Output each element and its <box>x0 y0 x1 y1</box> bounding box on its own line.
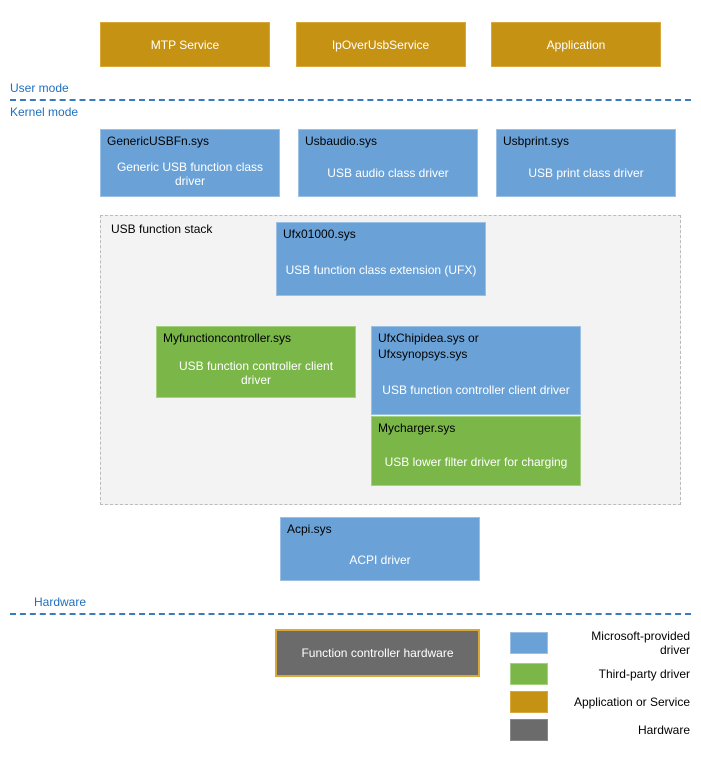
ucc-body: USB function controller client driver <box>372 366 580 414</box>
legend-ms-swatch <box>510 632 548 654</box>
legend-hw-text: Hardware <box>560 723 690 737</box>
usbprint-title: Usbprint.sys <box>497 130 675 152</box>
ufx-body: USB function class extension (UFX) <box>277 245 485 295</box>
legend-hw-swatch <box>510 719 548 741</box>
mycharger-box: Mycharger.sys USB lower filter driver fo… <box>371 416 581 486</box>
usbaudio-title: Usbaudio.sys <box>299 130 477 152</box>
bottom-row: Function controller hardware Microsoft-p… <box>0 615 701 761</box>
app-application: Application <box>491 22 661 67</box>
app-mtp: MTP Service <box>100 22 270 67</box>
chg-body: USB lower filter driver for charging <box>372 439 580 485</box>
generic-usbfn-body: Generic USB function class driver <box>101 152 279 196</box>
ufxchipidea-box: UfxChipidea.sys or Ufxsynopsys.sys USB f… <box>371 326 581 415</box>
generic-usbfn-box: GenericUSBFn.sys Generic USB function cl… <box>100 129 280 197</box>
legend-hw: Hardware <box>510 719 690 741</box>
legend-app-swatch <box>510 691 548 713</box>
myfunctioncontroller-box: Myfunctioncontroller.sys USB function co… <box>156 326 356 398</box>
legend-app-text: Application or Service <box>560 695 690 709</box>
usbprint-body: USB print class driver <box>497 152 675 194</box>
usbprint-box: Usbprint.sys USB print class driver <box>496 129 676 197</box>
mfc-body: USB function controller client driver <box>157 349 355 397</box>
legend-ms: Microsoft-provided driver <box>510 629 690 657</box>
app-ipoverusb: IpOverUsbService <box>296 22 466 67</box>
usb-function-stack: USB function stack Ufx01000.sys USB func… <box>100 215 681 505</box>
acpi-title: Acpi.sys <box>281 518 479 540</box>
acpi-box: Acpi.sys ACPI driver <box>280 517 480 581</box>
legend-app: Application or Service <box>510 691 690 713</box>
kernel-mode-label: Kernel mode <box>0 101 701 123</box>
function-controller-hardware: Function controller hardware <box>275 629 480 677</box>
usbaudio-box: Usbaudio.sys USB audio class driver <box>298 129 478 197</box>
usbaudio-body: USB audio class driver <box>299 152 477 194</box>
ufx-title: Ufx01000.sys <box>277 223 485 245</box>
chg-title: Mycharger.sys <box>372 417 580 439</box>
legend-tp-text: Third-party driver <box>560 667 690 681</box>
class-drivers-row: GenericUSBFn.sys Generic USB function cl… <box>0 123 701 197</box>
acpi-body: ACPI driver <box>281 540 479 580</box>
ufx-box: Ufx01000.sys USB function class extensio… <box>276 222 486 296</box>
legend-ms-text: Microsoft-provided driver <box>560 629 690 657</box>
mfc-title: Myfunctioncontroller.sys <box>157 327 355 349</box>
hardware-label: Hardware <box>0 581 701 613</box>
applications-row: MTP Service IpOverUsbService Application <box>0 0 701 77</box>
generic-usbfn-title: GenericUSBFn.sys <box>101 130 279 152</box>
user-mode-label: User mode <box>0 77 701 99</box>
ucc-title: UfxChipidea.sys or Ufxsynopsys.sys <box>372 327 580 366</box>
legend: Microsoft-provided driver Third-party dr… <box>510 629 690 741</box>
